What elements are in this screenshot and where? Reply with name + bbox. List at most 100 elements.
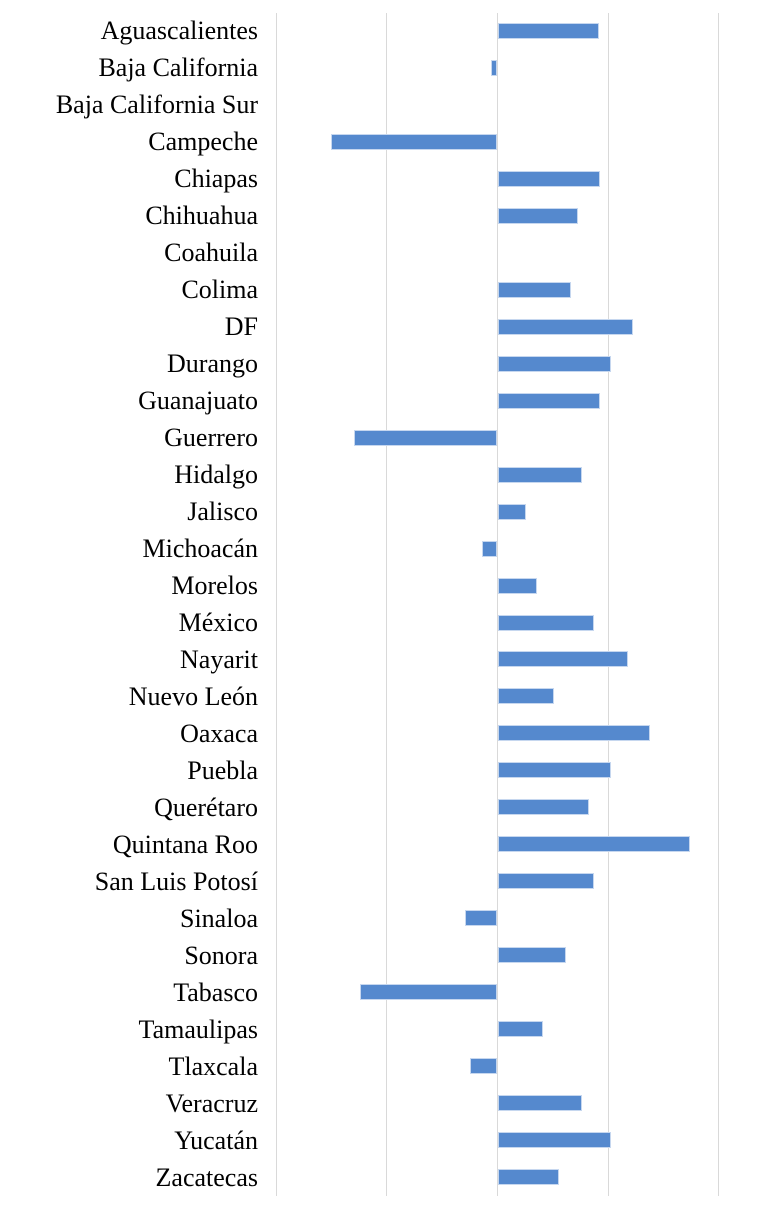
category-label: Colima — [181, 275, 258, 305]
bar — [498, 688, 554, 705]
bar — [498, 725, 650, 742]
bar — [491, 59, 497, 76]
category-label: Jalisco — [187, 497, 258, 527]
category-label: Nuevo León — [128, 681, 258, 711]
bar — [498, 318, 633, 335]
category-label: Morelos — [171, 571, 258, 601]
chart-row: Yucatán — [0, 1122, 783, 1159]
chart-row: Hidalgo — [0, 457, 783, 494]
category-label: México — [178, 607, 258, 637]
bar — [498, 503, 526, 520]
category-label: Guanajuato — [138, 386, 258, 416]
bar — [498, 762, 611, 779]
category-label: Campeche — [148, 127, 258, 157]
category-label: Hidalgo — [174, 460, 258, 490]
chart-row: Sinaloa — [0, 900, 783, 937]
chart-row: Aguascalientes — [0, 13, 783, 50]
bar — [482, 540, 497, 557]
gridline — [718, 13, 719, 1196]
bar — [498, 466, 582, 483]
category-label: Chihuahua — [145, 201, 258, 231]
category-label: Tabasco — [173, 977, 258, 1007]
chart-row: Querétaro — [0, 789, 783, 826]
category-label: Tlaxcala — [168, 1051, 259, 1081]
category-label: Durango — [167, 349, 258, 379]
gridline — [386, 13, 387, 1196]
category-label: Baja California Sur — [55, 90, 258, 120]
bar — [498, 799, 589, 816]
bar — [360, 984, 497, 1001]
bar — [498, 1132, 611, 1149]
bar — [354, 429, 497, 446]
chart-row: Nayarit — [0, 641, 783, 678]
category-label: Sonora — [184, 940, 258, 970]
category-label: Baja California — [98, 53, 258, 83]
bar — [470, 1058, 497, 1075]
chart-row: Chiapas — [0, 161, 783, 198]
chart-row: Baja California — [0, 50, 783, 87]
chart-row: DF — [0, 309, 783, 346]
chart-row: Tamaulipas — [0, 1011, 783, 1048]
chart-row: Guerrero — [0, 420, 783, 457]
chart-row: Durango — [0, 346, 783, 383]
category-label: Guerrero — [164, 423, 258, 453]
bar — [498, 947, 566, 964]
chart-row: Campeche — [0, 124, 783, 161]
bar — [498, 614, 594, 631]
bar — [498, 1021, 543, 1038]
chart-row: Quintana Roo — [0, 826, 783, 863]
bar — [498, 392, 600, 409]
chart-row: Veracruz — [0, 1085, 783, 1122]
category-label: Querétaro — [154, 792, 258, 822]
bar — [498, 355, 611, 372]
chart-row: Morelos — [0, 568, 783, 605]
bar — [498, 207, 578, 224]
chart-row: Baja California Sur — [0, 87, 783, 124]
bar — [498, 873, 594, 890]
bar — [498, 1169, 559, 1186]
category-label: Yucatán — [174, 1125, 258, 1155]
bar — [465, 910, 497, 927]
category-label: Puebla — [187, 755, 258, 785]
category-label: Michoacán — [142, 534, 258, 564]
category-label: Oaxaca — [180, 718, 258, 748]
gridline — [276, 13, 277, 1196]
gridline — [608, 13, 609, 1196]
bar — [498, 170, 600, 187]
bar — [498, 836, 690, 853]
bar — [498, 1095, 582, 1112]
bar — [498, 651, 628, 668]
category-label: Veracruz — [165, 1088, 258, 1118]
category-label: Quintana Roo — [112, 829, 258, 859]
chart-row: Chihuahua — [0, 198, 783, 235]
chart-row: México — [0, 605, 783, 642]
chart-row: Zacatecas — [0, 1159, 783, 1196]
chart-row: Guanajuato — [0, 383, 783, 420]
bar — [498, 281, 571, 298]
category-label: Chiapas — [174, 164, 258, 194]
chart-row: Michoacán — [0, 531, 783, 568]
category-label: Sinaloa — [180, 903, 258, 933]
chart-row: Puebla — [0, 752, 783, 789]
chart-row: Tabasco — [0, 974, 783, 1011]
chart-row: Nuevo León — [0, 678, 783, 715]
chart-row: Oaxaca — [0, 715, 783, 752]
category-label: Nayarit — [180, 644, 258, 674]
chart-row: Colima — [0, 272, 783, 309]
category-label: Zacatecas — [155, 1162, 258, 1192]
category-label: Tamaulipas — [138, 1014, 258, 1044]
zero-axis-gridline — [497, 13, 498, 1196]
category-label: San Luis Potosí — [94, 866, 258, 896]
bar — [498, 23, 599, 39]
chart-row: Coahuila — [0, 235, 783, 272]
bar — [331, 133, 497, 150]
chart-row: Jalisco — [0, 494, 783, 531]
category-label: Coahuila — [164, 238, 258, 268]
chart-row: San Luis Potosí — [0, 863, 783, 900]
category-label: Aguascalientes — [100, 16, 258, 46]
chart-row: Tlaxcala — [0, 1048, 783, 1085]
chart-row: Sonora — [0, 937, 783, 974]
category-label: DF — [224, 312, 258, 342]
bar — [498, 577, 537, 594]
